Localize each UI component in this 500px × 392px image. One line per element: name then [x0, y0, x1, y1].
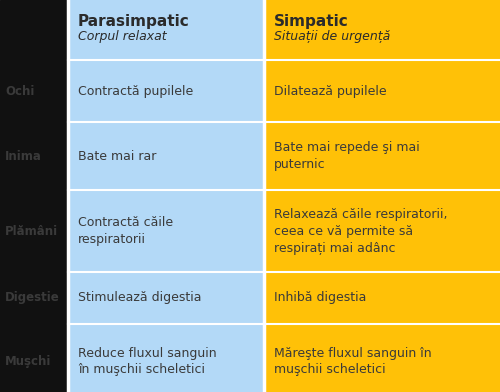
Bar	[264, 190, 500, 272]
Bar	[68, 122, 264, 190]
Text: Stimulează digestia: Stimulează digestia	[78, 292, 202, 305]
Text: Corpul relaxat: Corpul relaxat	[78, 30, 166, 43]
Text: Relaxează căile respiratorii,
ceea ce vă permite să
respirați mai adânc: Relaxează căile respiratorii, ceea ce vă…	[274, 207, 448, 254]
Text: Contractă căile
respiratorii: Contractă căile respiratorii	[78, 216, 173, 246]
Text: Inhibă digestia: Inhibă digestia	[274, 292, 366, 305]
Bar	[68, 0, 264, 60]
Bar	[68, 60, 264, 122]
Text: Digestie: Digestie	[5, 292, 60, 305]
Text: Muşchi: Muşchi	[5, 355, 52, 368]
Bar	[68, 190, 264, 272]
Text: Bate mai rar: Bate mai rar	[78, 149, 156, 163]
Bar	[0, 0, 68, 392]
Bar	[68, 272, 264, 324]
Bar	[264, 0, 500, 60]
Text: Bate mai repede şi mai
puternic: Bate mai repede şi mai puternic	[274, 141, 420, 171]
Text: Situații de urgență: Situații de urgență	[274, 30, 390, 43]
Text: Măreşte fluxul sanguin în
muşchii scheletici: Măreşte fluxul sanguin în muşchii schele…	[274, 347, 432, 376]
Text: Contractă pupilele: Contractă pupilele	[78, 85, 193, 98]
Bar	[68, 324, 264, 392]
Text: Inima: Inima	[5, 149, 42, 163]
Text: Dilatează pupilele: Dilatează pupilele	[274, 85, 386, 98]
Bar	[264, 272, 500, 324]
Text: Reduce fluxul sanguin
în muşchii scheletici: Reduce fluxul sanguin în muşchii schelet…	[78, 347, 216, 376]
Text: Simpatic: Simpatic	[274, 14, 349, 29]
Text: Plămâni: Plămâni	[5, 225, 58, 238]
Bar	[264, 324, 500, 392]
Bar	[264, 60, 500, 122]
Bar	[264, 122, 500, 190]
Text: Parasimpatic: Parasimpatic	[78, 14, 190, 29]
Text: Ochi: Ochi	[5, 85, 34, 98]
